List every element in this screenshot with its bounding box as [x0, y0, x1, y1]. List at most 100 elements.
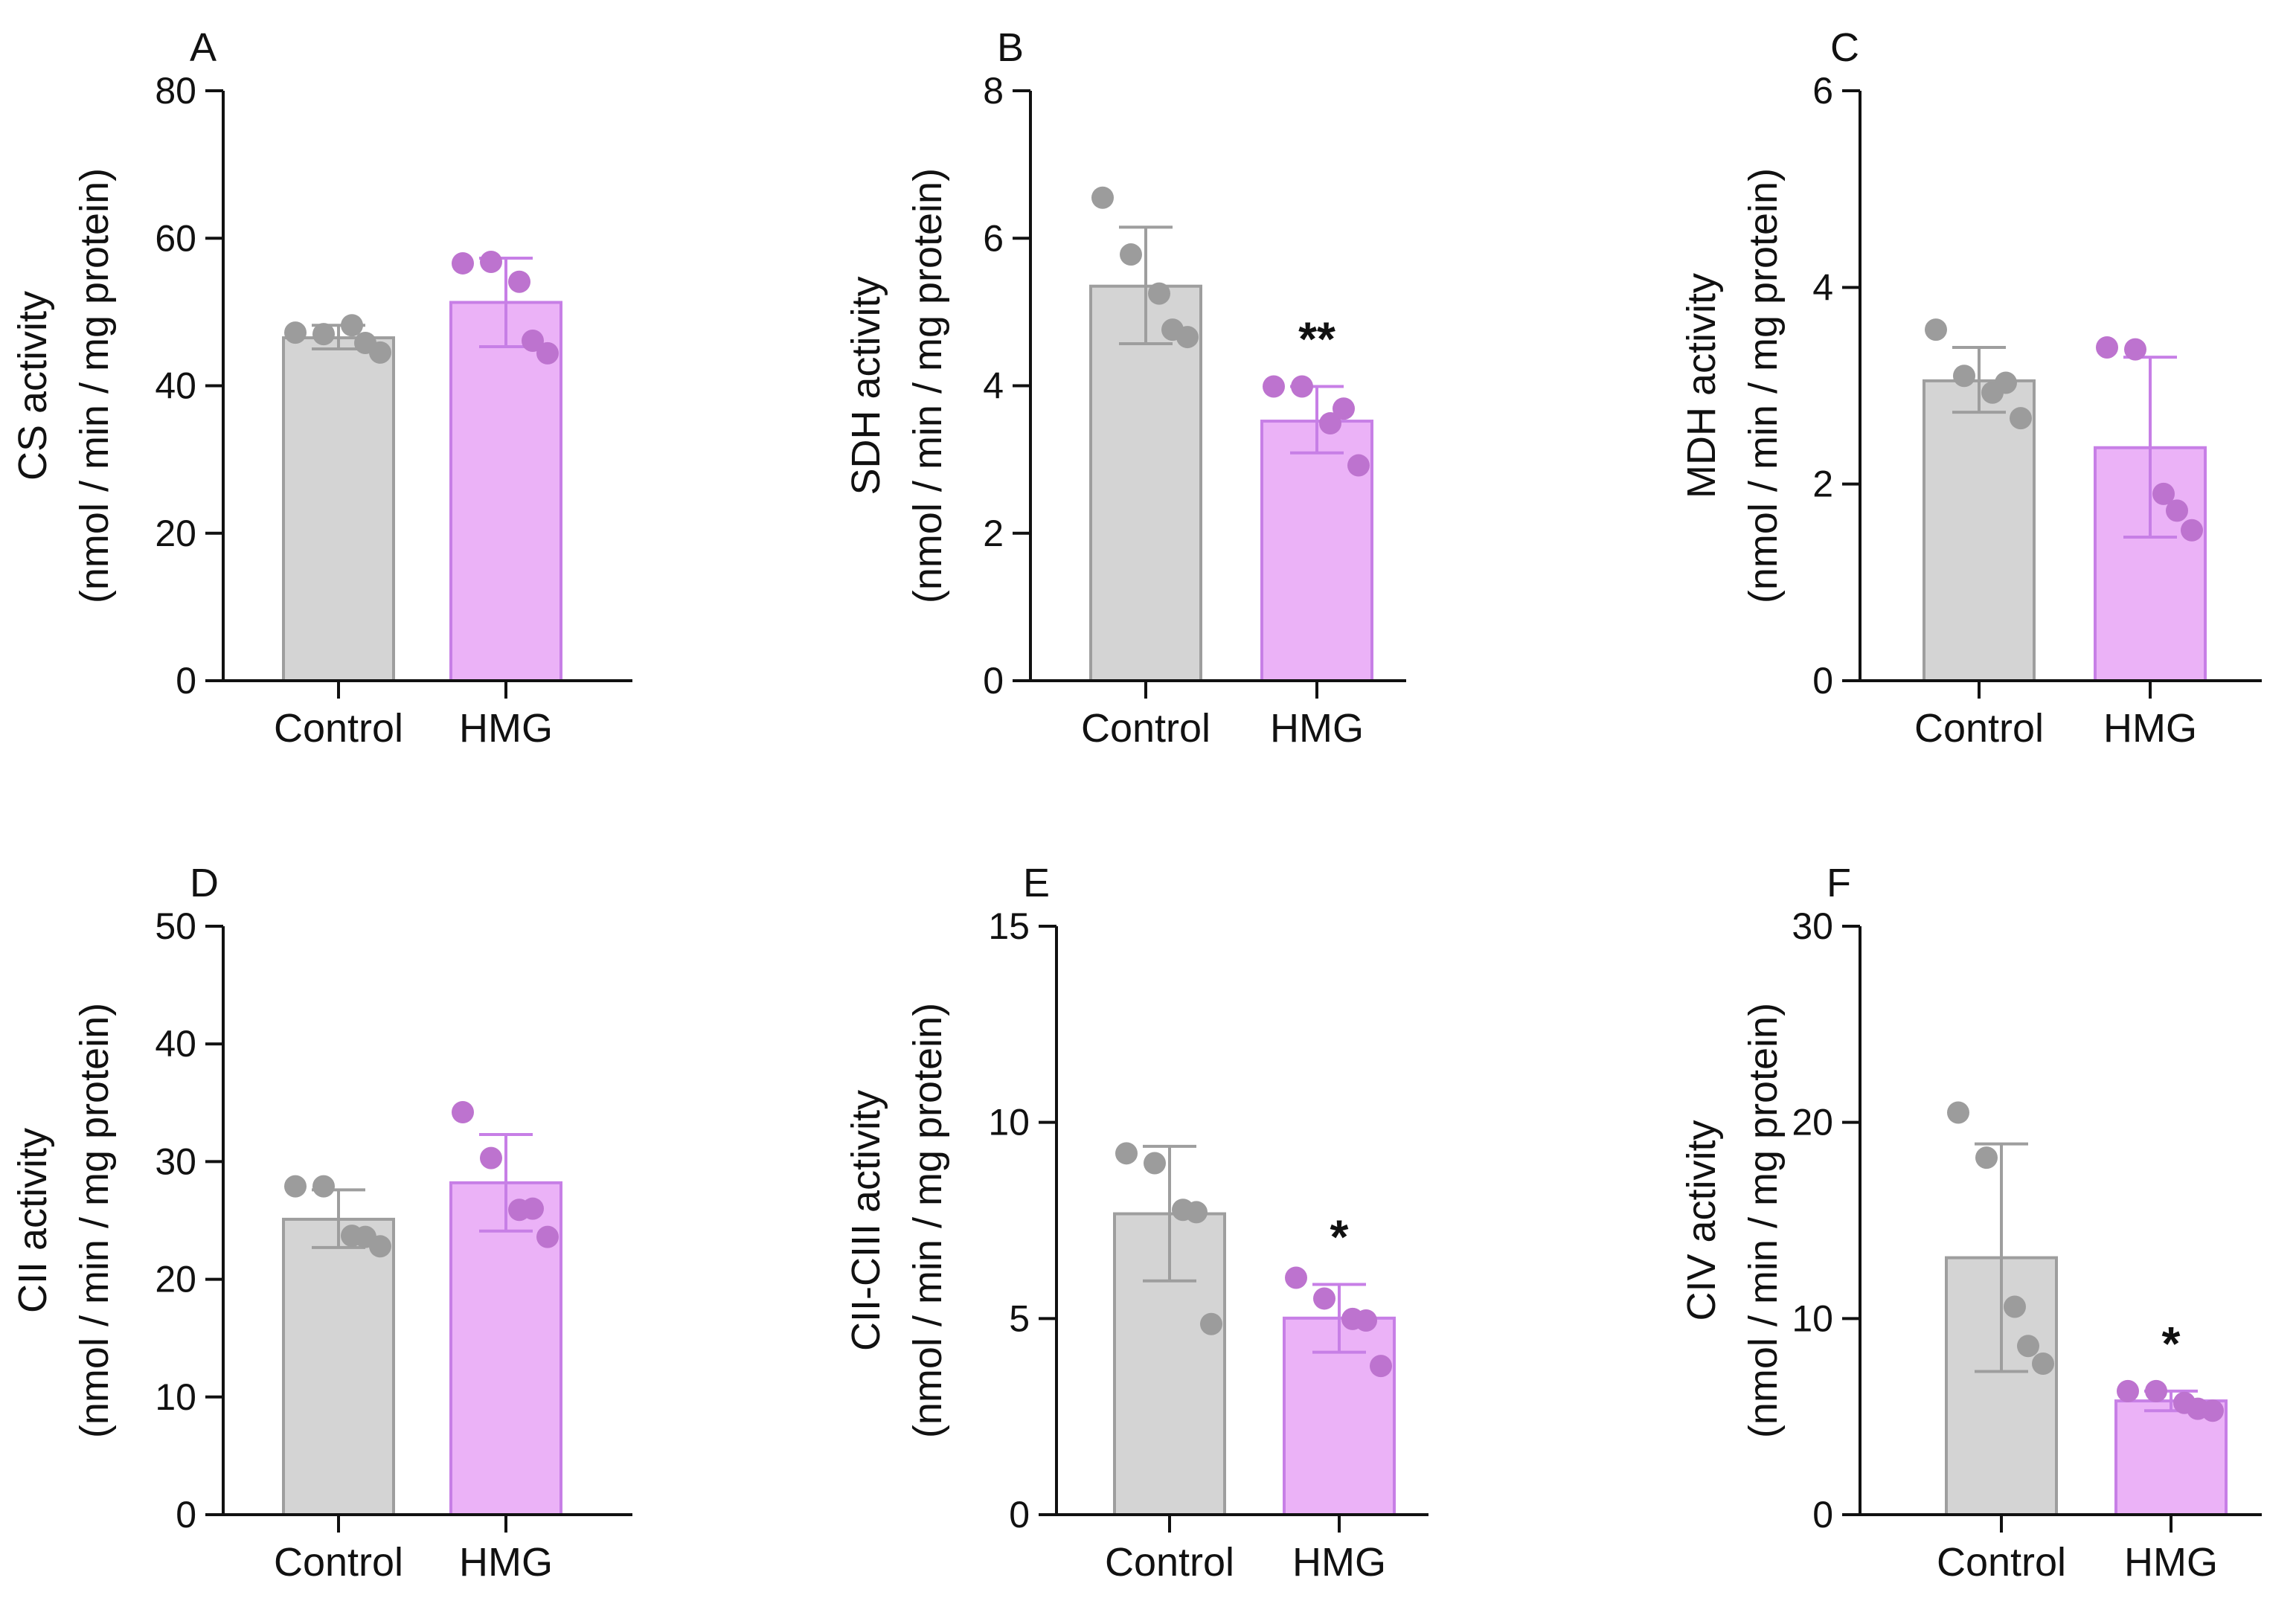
y-tick-label: 60 [155, 217, 196, 259]
y-tick-label: 5 [1009, 1297, 1030, 1339]
y-tick-label: 2 [983, 513, 1004, 554]
data-point-hmg [508, 270, 530, 293]
data-point-hmg [522, 330, 544, 353]
y-tick-label: 20 [155, 513, 196, 554]
panel-c: C MDH activity (nmol / min / mg protein) Co… [1679, 25, 2262, 751]
data-point-control [284, 1175, 307, 1198]
significance-marker: * [2162, 1317, 2181, 1370]
x-tick-label: Control [1937, 1540, 2066, 1585]
data-point-hmg [1370, 1355, 1392, 1378]
data-point-control [312, 1175, 335, 1198]
y-tick-label: 0 [1812, 660, 1833, 702]
data-point-hmg [2096, 336, 2118, 359]
data-point-hmg [536, 341, 559, 365]
panel-d: D CII activity (nmol / min / mg protein) Co… [10, 861, 632, 1585]
panel-letter: B [997, 25, 1024, 70]
bar-control [282, 1217, 395, 1516]
x-tick-label: HMG [459, 706, 553, 751]
data-point-hmg [452, 251, 474, 275]
data-point-hmg [480, 1146, 502, 1169]
panel-a: A CS activity (nmol / min / mg protein) Con… [10, 25, 632, 751]
y-tick-label: 0 [176, 1494, 196, 1536]
data-point-control [369, 341, 391, 364]
significance-marker: ** [1298, 312, 1335, 365]
data-point-hmg [480, 250, 502, 273]
x-tick-label: Control [274, 1540, 403, 1585]
y-axis-title: CS activity [10, 291, 55, 481]
y-axis-title: CII-CIII activity [844, 1090, 888, 1351]
data-point-control [1200, 1312, 1222, 1335]
data-point-control [341, 314, 363, 337]
data-point-hmg [1347, 454, 1370, 477]
data-point-control [1185, 1201, 1208, 1224]
data-point-control [1947, 1101, 1969, 1124]
x-tick-label: HMG [459, 1540, 553, 1585]
data-point-hmg [1333, 397, 1355, 420]
y-tick-label: 80 [155, 70, 196, 112]
y-tick-label: 4 [983, 365, 1004, 407]
y-tick-label: 40 [155, 365, 196, 407]
data-point-hmg [536, 1225, 559, 1248]
data-point-hmg [1319, 412, 1341, 435]
y-axis-title: CII activity [10, 1128, 55, 1313]
x-tick-label: Control [274, 706, 403, 751]
y-tick-label: 10 [988, 1102, 1030, 1143]
y-tick-label: 15 [988, 905, 1030, 947]
y-axis-unit: (nmol / min / mg protein) [1741, 168, 1786, 603]
y-axis-unit: (nmol / min / mg protein) [72, 1003, 117, 1438]
x-tick-label: HMG [2124, 1540, 2218, 1585]
y-tick-label: 20 [1792, 1102, 1833, 1143]
bar-hmg [449, 301, 562, 682]
x-tick-label: HMG [1270, 706, 1364, 751]
y-tick-label: 8 [983, 70, 1004, 112]
bar-control [282, 336, 395, 682]
x-tick-label: Control [1914, 706, 2044, 751]
data-point-control [1975, 1146, 1998, 1169]
panel-letter: A [190, 25, 217, 70]
panel-f: F CIV activity (nmol / min / mg protein) Co… [1679, 861, 2262, 1585]
data-point-hmg [2152, 482, 2175, 505]
y-tick-label: 4 [1812, 266, 1833, 308]
data-point-hmg [1291, 375, 1313, 398]
data-point-control [1995, 371, 2017, 394]
data-point-control [1148, 282, 1170, 305]
x-tick-label: Control [1081, 706, 1210, 751]
data-point-hmg [2166, 499, 2188, 522]
data-point-control [2010, 407, 2032, 430]
panel-letter: E [1023, 861, 1050, 905]
data-point-hmg [452, 1100, 474, 1123]
data-point-control [1144, 1152, 1166, 1175]
y-tick-label: 50 [155, 905, 196, 947]
y-tick-label: 30 [155, 1140, 196, 1182]
data-point-hmg [2145, 1379, 2167, 1402]
panel-letter: C [1830, 25, 1859, 70]
data-point-hmg [1313, 1287, 1335, 1310]
x-tick-label: HMG [1292, 1540, 1386, 1585]
data-point-hmg [1285, 1266, 1307, 1289]
data-point-control [312, 323, 335, 346]
data-point-control [1115, 1142, 1138, 1165]
data-point-control [1176, 326, 1199, 349]
x-tick-label: HMG [2103, 706, 2197, 751]
y-axis-title: MDH activity [1679, 273, 1724, 498]
data-point-hmg [2202, 1399, 2224, 1422]
data-point-control [1120, 243, 1142, 266]
significance-marker: * [1330, 1210, 1349, 1263]
data-point-hmg [2124, 338, 2146, 361]
data-point-control [1091, 186, 1114, 209]
y-tick-label: 0 [1812, 1494, 1833, 1536]
y-tick-label: 20 [155, 1259, 196, 1300]
y-tick-label: 40 [155, 1023, 196, 1065]
y-tick-label: 10 [1792, 1297, 1833, 1339]
data-point-control [284, 321, 307, 344]
y-tick-label: 6 [1812, 70, 1833, 112]
y-tick-label: 0 [1009, 1494, 1030, 1536]
panel-letter: F [1827, 861, 1851, 905]
data-point-control [2032, 1352, 2054, 1375]
y-tick-label: 6 [983, 217, 1004, 259]
data-point-control [1925, 318, 1947, 341]
data-point-control [369, 1235, 391, 1258]
y-tick-label: 0 [176, 660, 196, 702]
data-point-control [1953, 365, 1975, 388]
